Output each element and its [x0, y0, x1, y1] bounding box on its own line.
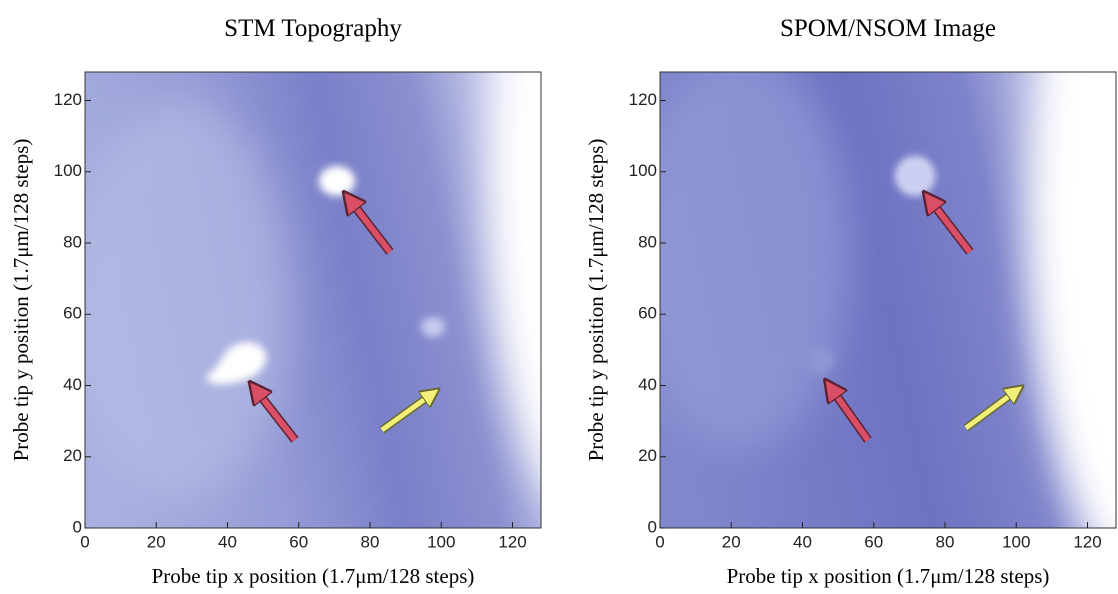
y-tick-label: 40: [638, 375, 657, 394]
plot-frame: [659, 71, 1117, 529]
y-tick-label: 80: [638, 232, 657, 251]
y-tick-label: 80: [63, 232, 82, 251]
y-tick-label: 100: [54, 161, 82, 180]
y-tick-label: 20: [638, 446, 657, 465]
x-tick-label: 60: [864, 532, 883, 551]
stm-image: [85, 72, 541, 528]
x-tick-label: 100: [1002, 532, 1030, 551]
x-tick-label: 80: [936, 532, 955, 551]
x-tick-label: 20: [147, 532, 166, 551]
plot-frame: [84, 71, 542, 529]
spom-image: [660, 72, 1116, 528]
x-tick-label: 80: [361, 532, 380, 551]
arrows: [256, 200, 1016, 443]
x-axis-label: Probe tip x position (1.7μm/128 steps): [727, 564, 1050, 588]
y-tick-label: 20: [63, 446, 82, 465]
x-tick-label: 60: [289, 532, 308, 551]
x-axis-label: Probe tip x position (1.7μm/128 steps): [152, 564, 475, 588]
y-tick-label: 0: [73, 517, 82, 536]
x-tick-label: 0: [80, 532, 89, 551]
x-tick-label: 40: [218, 532, 237, 551]
y-tick-label: 60: [638, 304, 657, 323]
x-tick-label: 120: [498, 532, 526, 551]
chart-title: STM Topography: [224, 15, 402, 42]
x-tick-label: 0: [655, 532, 664, 551]
y-tick-label: 100: [629, 161, 657, 180]
y-tick-label: 40: [63, 375, 82, 394]
x-tick-label: 100: [427, 532, 455, 551]
y-tick-label: 120: [54, 90, 82, 109]
y-tick-label: 60: [63, 304, 82, 323]
chart-title: SPOM/NSOM Image: [780, 15, 996, 42]
y-axis-label: Probe tip y position (1.7μm/128 steps): [584, 139, 608, 462]
y-tick-label: 0: [648, 517, 657, 536]
y-axis-label: Probe tip y position (1.7μm/128 steps): [9, 139, 33, 462]
x-tick-label: 20: [722, 532, 741, 551]
x-tick-label: 40: [793, 532, 812, 551]
x-tick-label: 120: [1073, 532, 1101, 551]
y-tick-label: 120: [629, 90, 657, 109]
